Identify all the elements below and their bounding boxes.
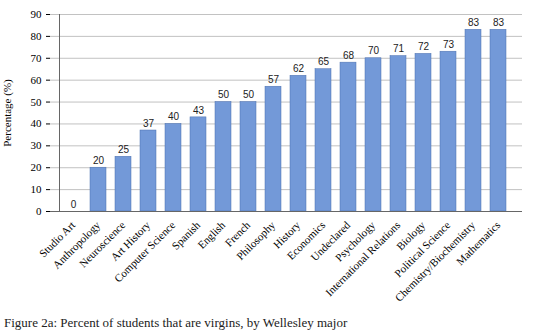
svg-text:English: English [195, 218, 228, 251]
svg-text:62: 62 [293, 63, 305, 74]
svg-text:Undeclared: Undeclared [308, 218, 353, 264]
svg-text:65: 65 [318, 56, 330, 67]
svg-text:40: 40 [31, 117, 43, 129]
svg-text:History: History [270, 218, 303, 251]
svg-text:Chemistry/Biochemistry: Chemistry/Biochemistry [392, 218, 478, 304]
svg-text:Biology: Biology [393, 218, 428, 253]
svg-text:83: 83 [493, 17, 505, 28]
svg-text:Computer Science: Computer Science [112, 219, 178, 285]
svg-text:50: 50 [31, 96, 43, 108]
svg-text:0: 0 [71, 199, 77, 210]
svg-text:French: French [222, 218, 253, 249]
svg-text:Art History: Art History [108, 218, 153, 263]
svg-text:20: 20 [31, 161, 43, 173]
svg-text:Percentage (%): Percentage (%) [1, 79, 14, 147]
svg-text:0: 0 [36, 205, 42, 217]
svg-text:20: 20 [93, 155, 105, 166]
svg-text:Anthropology: Anthropology [50, 218, 103, 271]
svg-text:83: 83 [468, 17, 480, 28]
svg-text:Political Science: Political Science [391, 218, 453, 280]
svg-text:50: 50 [218, 89, 230, 100]
svg-text:71: 71 [393, 43, 405, 54]
svg-text:37: 37 [143, 118, 155, 129]
svg-text:Philosophy: Philosophy [233, 218, 278, 263]
svg-text:30: 30 [31, 139, 43, 151]
svg-text:70: 70 [31, 52, 43, 64]
svg-text:50: 50 [243, 89, 255, 100]
svg-text:73: 73 [443, 39, 455, 50]
svg-text:72: 72 [418, 41, 430, 52]
svg-text:70: 70 [368, 45, 380, 56]
svg-text:International Relations: International Relations [323, 219, 403, 299]
svg-text:57: 57 [268, 74, 280, 85]
svg-text:Neuroscience: Neuroscience [76, 218, 128, 270]
svg-text:Psychology: Psychology [332, 218, 378, 264]
svg-text:80: 80 [31, 30, 43, 42]
svg-text:Spanish: Spanish [169, 218, 202, 251]
svg-text:43: 43 [193, 105, 205, 116]
svg-text:Studio Art: Studio Art [36, 218, 78, 260]
svg-text:40: 40 [168, 111, 180, 122]
svg-text:Economics: Economics [284, 218, 328, 262]
svg-text:10: 10 [31, 183, 43, 195]
svg-text:60: 60 [31, 74, 43, 86]
svg-text:90: 90 [31, 8, 43, 20]
svg-text:25: 25 [118, 144, 130, 155]
svg-text:68: 68 [343, 50, 355, 61]
svg-text:Mathematics: Mathematics [454, 219, 503, 268]
html-text:Figure 2a: Percent of students: Figure 2a: Percent of students that are … [4, 315, 348, 330]
